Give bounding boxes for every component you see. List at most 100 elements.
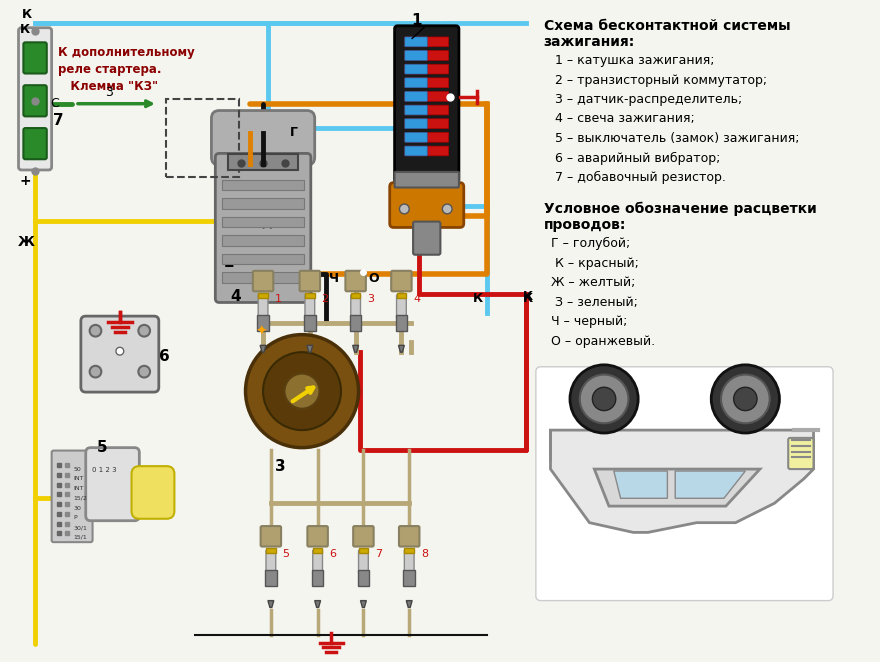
Polygon shape <box>361 600 366 608</box>
Text: К: К <box>473 292 482 305</box>
Text: О – оранжевый.: О – оранжевый. <box>552 334 656 348</box>
FancyBboxPatch shape <box>413 222 440 255</box>
Text: 4 – свеча зажигания;: 4 – свеча зажигания; <box>555 113 695 126</box>
Polygon shape <box>353 346 358 352</box>
Text: 6 – аварийный вибратор;: 6 – аварийный вибратор; <box>555 152 721 165</box>
FancyBboxPatch shape <box>394 26 458 183</box>
FancyBboxPatch shape <box>351 295 361 318</box>
FancyBboxPatch shape <box>260 526 281 547</box>
FancyBboxPatch shape <box>788 438 813 469</box>
Bar <box>222 254 304 265</box>
FancyBboxPatch shape <box>392 271 412 291</box>
FancyBboxPatch shape <box>24 128 47 160</box>
Circle shape <box>400 204 409 214</box>
Circle shape <box>734 387 757 410</box>
FancyBboxPatch shape <box>397 295 407 318</box>
Text: 3 – датчик-распределитель;: 3 – датчик-распределитель; <box>555 93 743 106</box>
Text: К – красный;: К – красный; <box>552 257 640 269</box>
Text: Ж – желтый;: Ж – желтый; <box>552 276 636 289</box>
Bar <box>358 548 369 553</box>
Circle shape <box>592 387 616 410</box>
FancyBboxPatch shape <box>24 42 47 73</box>
Bar <box>222 216 304 228</box>
Polygon shape <box>307 346 312 352</box>
Circle shape <box>246 334 358 448</box>
Text: 8: 8 <box>421 549 428 559</box>
Bar <box>351 293 361 298</box>
Text: К: К <box>524 290 533 303</box>
Text: 15/1: 15/1 <box>73 535 87 540</box>
Polygon shape <box>551 430 813 532</box>
Bar <box>222 272 304 283</box>
Bar <box>357 571 370 586</box>
Text: 3: 3 <box>275 459 286 475</box>
Bar <box>312 548 322 553</box>
FancyBboxPatch shape <box>399 526 420 547</box>
Text: Ж: Ж <box>18 235 34 250</box>
Text: 1: 1 <box>412 13 422 28</box>
Text: 30: 30 <box>73 506 81 510</box>
Text: Г – голубой;: Г – голубой; <box>552 237 631 250</box>
FancyBboxPatch shape <box>405 146 427 156</box>
FancyBboxPatch shape <box>258 295 268 318</box>
Text: Схема бесконтактной системы: Схема бесконтактной системы <box>544 19 790 33</box>
Text: INT: INT <box>73 486 84 491</box>
Text: ✦: ✦ <box>255 324 267 338</box>
Text: Ч – черный;: Ч – черный; <box>552 315 627 328</box>
FancyBboxPatch shape <box>405 64 449 74</box>
Bar <box>165 99 238 177</box>
FancyBboxPatch shape <box>266 550 275 573</box>
Text: 1: 1 <box>275 294 282 304</box>
Bar <box>397 293 407 298</box>
Bar <box>257 315 269 331</box>
Bar <box>222 198 304 209</box>
Text: 7 – добавочный резистор.: 7 – добавочный резистор. <box>555 171 726 184</box>
Bar <box>403 571 415 586</box>
Circle shape <box>138 325 150 336</box>
FancyBboxPatch shape <box>216 154 311 303</box>
FancyBboxPatch shape <box>405 105 427 115</box>
Polygon shape <box>675 471 745 498</box>
FancyBboxPatch shape <box>305 295 315 318</box>
Polygon shape <box>594 469 760 506</box>
Text: О: О <box>369 272 379 285</box>
Circle shape <box>263 352 341 430</box>
FancyBboxPatch shape <box>211 111 315 165</box>
Text: К дополнительному
реле стартера.
   Клемма "КЗ": К дополнительному реле стартера. Клемма … <box>58 46 195 93</box>
Polygon shape <box>260 346 266 352</box>
FancyBboxPatch shape <box>253 271 274 291</box>
FancyBboxPatch shape <box>353 526 374 547</box>
FancyBboxPatch shape <box>18 28 52 170</box>
Text: P: P <box>73 515 77 520</box>
FancyBboxPatch shape <box>345 271 366 291</box>
Bar <box>265 571 276 586</box>
FancyBboxPatch shape <box>405 50 427 60</box>
Bar <box>349 315 362 331</box>
Text: 5 – выключатель (замок) зажигания;: 5 – выключатель (замок) зажигания; <box>555 132 800 145</box>
FancyBboxPatch shape <box>24 85 47 117</box>
FancyBboxPatch shape <box>404 550 414 573</box>
Circle shape <box>90 325 101 336</box>
Bar <box>312 571 324 586</box>
FancyBboxPatch shape <box>394 172 458 187</box>
FancyBboxPatch shape <box>405 64 427 74</box>
Text: зажигания:: зажигания: <box>544 34 634 48</box>
FancyBboxPatch shape <box>405 78 449 87</box>
FancyBboxPatch shape <box>405 37 449 47</box>
FancyBboxPatch shape <box>299 271 320 291</box>
Text: INT: INT <box>73 477 84 481</box>
Circle shape <box>116 348 124 355</box>
FancyBboxPatch shape <box>536 367 833 600</box>
Text: З – зеленый;: З – зеленый; <box>552 296 638 308</box>
Text: 3: 3 <box>106 86 113 99</box>
Text: 1 – катушка зажигания;: 1 – катушка зажигания; <box>555 54 715 67</box>
Text: К: К <box>524 292 533 305</box>
FancyBboxPatch shape <box>52 451 92 542</box>
FancyBboxPatch shape <box>390 183 464 228</box>
Bar <box>222 179 304 191</box>
FancyBboxPatch shape <box>405 146 449 156</box>
FancyBboxPatch shape <box>81 316 158 392</box>
FancyBboxPatch shape <box>405 37 427 47</box>
FancyBboxPatch shape <box>405 78 427 87</box>
FancyBboxPatch shape <box>312 550 322 573</box>
